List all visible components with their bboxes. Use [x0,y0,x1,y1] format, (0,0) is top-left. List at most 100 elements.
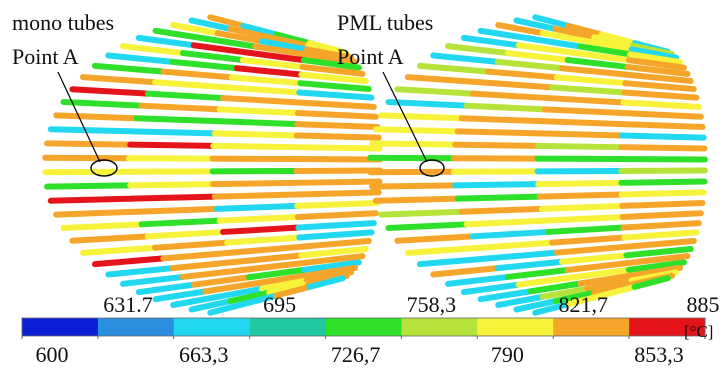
tube-segment [625,83,693,89]
colorbar-segment [553,318,629,336]
tube-segment [298,113,376,117]
tube-segment [623,113,701,117]
colorbar: 600631.7663,3695726,7758,3790821,7853,38… [22,292,720,367]
tube-segment [623,213,701,217]
tube-segment [448,46,508,53]
tube-segment [297,203,377,206]
tube-segment [498,62,562,68]
tick-label: 885 [687,292,720,317]
tube-segment [488,253,556,259]
tube-segment [408,248,480,253]
tube-segment [300,241,368,247]
tube-segment [223,228,298,232]
point-label: Point A [337,44,404,69]
tube-segment [183,53,243,60]
tube-segment [420,66,488,72]
tube-segment [51,199,133,201]
tick-label: 631.7 [103,292,153,317]
tube-segment [508,53,568,60]
tick-label: 600 [36,342,69,367]
tube-segment [467,221,545,225]
tube-segment [297,124,377,127]
tube-segment [625,241,693,247]
tube-segment [137,209,217,212]
colorbar-segment [98,318,174,336]
point-label: Point A [12,44,79,69]
tube-segment [217,121,297,124]
tube-segment [298,102,373,106]
tube-segment [130,184,213,185]
tube-segment [213,183,296,184]
tube-segment [83,77,155,82]
tube-segment [220,109,298,113]
tube-segment [455,184,538,185]
tube-segment [223,98,298,102]
tube-segment [173,262,237,268]
tube-segment [297,135,379,137]
tick-label: 853,3 [634,342,684,367]
tube-segment [455,145,538,146]
tube-segment [300,83,368,89]
tube-segment [130,145,213,146]
tube-segment [397,236,472,240]
tube-segment [624,232,696,237]
tube-segment [63,224,141,228]
tube-segment [542,121,622,124]
tube-segment [63,102,141,106]
colorbar-segment [326,318,402,336]
unit-label: [°C] [684,322,713,341]
tube-segment [183,270,243,277]
tube-segment [458,197,540,199]
colorbar-segment [174,318,250,336]
tube-segment [538,183,621,184]
tube-segment [108,55,172,61]
tube-segment [56,212,136,215]
tube-segment [462,118,542,121]
panel-title: PML tubes [337,10,433,35]
tube-segment [139,285,194,292]
tube-segment [163,253,231,259]
tube-segment [548,228,623,232]
tube-segment [142,106,220,110]
figure: mono tubes Point A PML tubes Point A 600… [0,0,725,372]
tube-segment [297,192,379,194]
tube-segment [220,217,298,221]
tube-segment [381,115,461,118]
tube-segment [237,255,301,261]
tube-segment [123,46,183,53]
tube-segment [296,147,379,148]
tube-segment [545,109,623,113]
tube-segment [72,89,147,93]
tube-segment [133,197,215,199]
tube-segment [388,102,466,106]
tube-segment [458,131,540,133]
tube-segment [562,255,626,261]
tube-segment [480,243,552,248]
tube-segment [95,258,163,264]
tube-segment [622,135,704,137]
tube-segment [51,129,133,131]
tube-segment [142,221,220,225]
tube-segment [163,72,231,78]
tube-segment [408,77,480,82]
tube-segment [95,66,163,72]
tube-segment [498,262,562,268]
tube-segment [467,106,545,110]
tube-segment [548,98,623,102]
tube-segment [623,102,698,106]
tube-segment [72,236,147,240]
tick-label: 663,3 [179,342,229,367]
tube-segment [232,77,300,83]
tube-segment [540,195,622,197]
tube-segment [621,147,704,148]
tube-segment [215,195,297,197]
tube-segment [433,268,497,274]
tube-segment [299,93,371,98]
tube-segment [508,270,568,277]
tube-segment [215,133,297,135]
tick-label: 821,7 [559,292,609,317]
tube-segment [139,38,194,45]
tube-segment [542,206,622,209]
tube-segment [624,93,696,98]
tube-segment [473,94,548,98]
